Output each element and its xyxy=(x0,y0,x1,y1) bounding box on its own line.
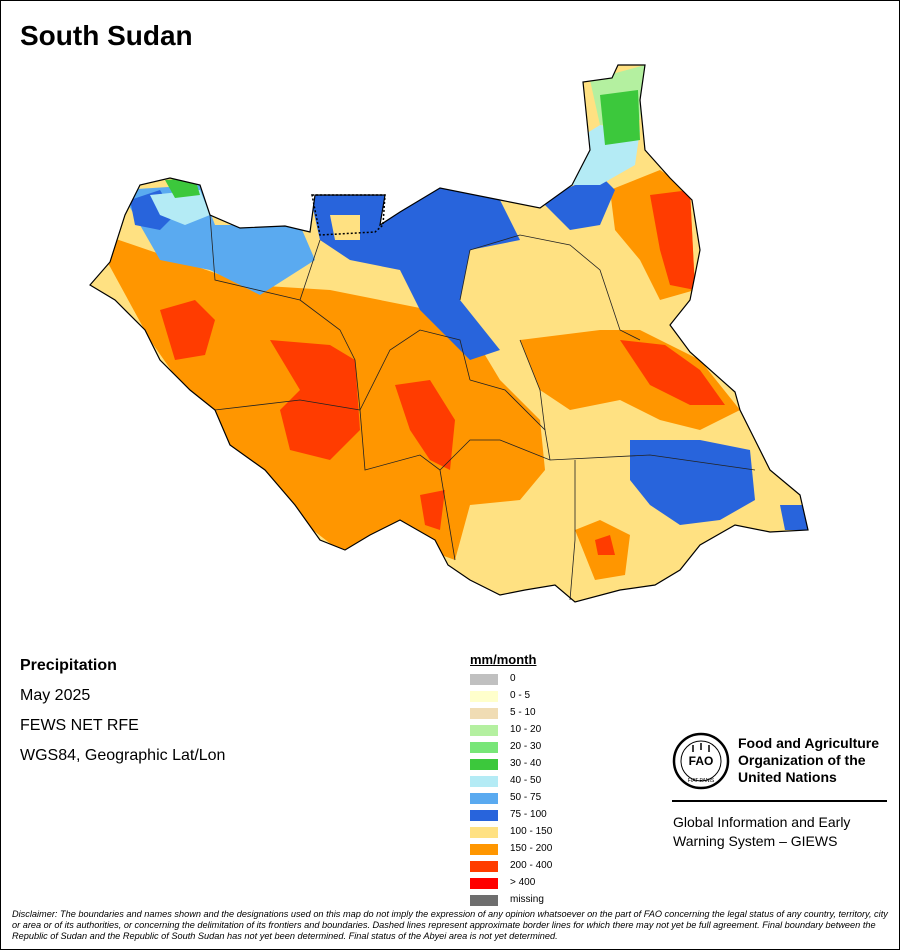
source-label: FEWS NET RFE xyxy=(20,717,139,734)
precipitation-map xyxy=(89,64,809,603)
map-title: South Sudan xyxy=(20,20,193,51)
legend-swatch xyxy=(470,895,498,906)
rain-75-100-northeast xyxy=(540,175,615,230)
legend-label: 40 - 50 xyxy=(510,775,542,786)
legend-label: missing xyxy=(510,894,544,905)
fao-logo-motto: FIAT PANIS xyxy=(688,778,715,784)
legend-swatch xyxy=(470,844,498,855)
legend-swatch xyxy=(470,878,498,889)
legend-label: 30 - 40 xyxy=(510,758,542,769)
legend-swatch xyxy=(470,674,498,685)
period-label: May 2025 xyxy=(20,687,91,704)
legend-swatch xyxy=(470,810,498,821)
legend-label: 75 - 100 xyxy=(510,809,547,820)
legend-label: 10 - 20 xyxy=(510,724,542,735)
rain-100-150-abyei xyxy=(330,215,360,240)
legend-label: 150 - 200 xyxy=(510,843,553,854)
legend-swatch xyxy=(470,759,498,770)
legend-label: 200 - 400 xyxy=(510,860,553,871)
giews-line1: Global Information and Early xyxy=(673,814,851,830)
rain-40-50-west xyxy=(150,190,210,225)
fao-name-line1: Food and Agriculture xyxy=(738,735,880,751)
rain-75-100-southeast xyxy=(630,440,755,525)
rain-150-200-east xyxy=(520,330,740,430)
legend-swatch xyxy=(470,776,498,787)
rain-75-100-north xyxy=(310,185,520,360)
legend-label: > 400 xyxy=(510,877,536,888)
legend-label: 0 - 5 xyxy=(510,690,531,701)
legend-label: 0 xyxy=(510,673,516,684)
rainfall-raster xyxy=(90,65,808,602)
legend-label: 20 - 30 xyxy=(510,741,542,752)
giews-name: Global Information and Early Warning Sys… xyxy=(673,813,850,851)
fao-name-line3: United Nations xyxy=(738,769,837,785)
legend-swatch xyxy=(470,691,498,702)
fao-name: Food and Agriculture Organization of the… xyxy=(738,735,879,786)
rain-200-400-lakes xyxy=(395,380,455,470)
fao-logo-icon: FAO FIAT PANIS xyxy=(672,732,730,790)
legend-swatch xyxy=(470,861,498,872)
fao-name-line2: Organization of the xyxy=(738,752,866,768)
fao-logo-text: FAO xyxy=(689,754,714,768)
rain-200-400-south xyxy=(420,490,445,530)
fao-divider xyxy=(672,800,887,802)
legend-swatch xyxy=(470,742,498,753)
legend-label: 50 - 75 xyxy=(510,792,542,803)
legend-title: mm/month xyxy=(470,652,537,667)
rain-200-400-central xyxy=(270,340,360,460)
legend-label: 100 - 150 xyxy=(510,826,553,837)
disclaimer: Disclaimer: The boundaries and names sho… xyxy=(12,909,888,941)
rain-200-400-upper-nile xyxy=(650,190,695,290)
legend-swatch xyxy=(470,725,498,736)
variable-label: Precipitation xyxy=(20,657,117,674)
legend-swatch xyxy=(470,708,498,719)
legend-swatch xyxy=(470,793,498,804)
rain-200-400-west xyxy=(160,300,215,360)
state-boundaries xyxy=(209,214,756,601)
rain-30-40-north xyxy=(600,90,640,145)
legend-swatch xyxy=(470,827,498,838)
projection-label: WGS84, Geographic Lat/Lon xyxy=(20,747,226,764)
giews-line2: Warning System – GIEWS xyxy=(673,833,838,849)
rain-75-100-ilemi xyxy=(780,505,808,530)
legend-label: 5 - 10 xyxy=(510,707,536,718)
rain-200-400-eq xyxy=(595,535,615,555)
rain-200-400-jonglei xyxy=(620,340,725,405)
